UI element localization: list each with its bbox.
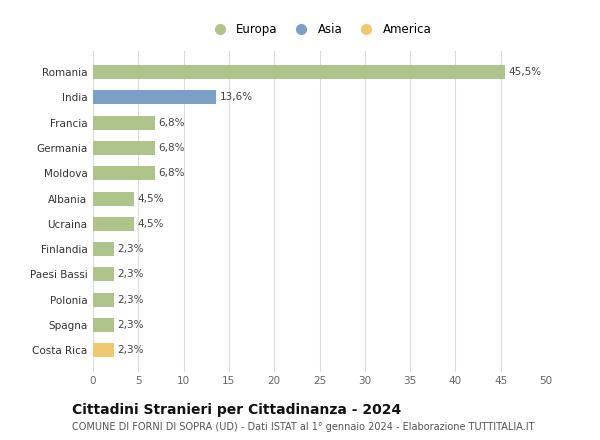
- Text: 13,6%: 13,6%: [220, 92, 253, 103]
- Bar: [93, 91, 216, 104]
- Text: 2,3%: 2,3%: [118, 345, 144, 355]
- Text: 6,8%: 6,8%: [158, 143, 185, 153]
- Bar: [93, 242, 114, 256]
- Text: 4,5%: 4,5%: [137, 219, 164, 229]
- Text: 2,3%: 2,3%: [118, 320, 144, 330]
- Bar: [93, 318, 114, 332]
- Text: 2,3%: 2,3%: [118, 269, 144, 279]
- Bar: [93, 116, 155, 130]
- Legend: Europa, Asia, America: Europa, Asia, America: [203, 18, 436, 40]
- Text: 6,8%: 6,8%: [158, 118, 185, 128]
- Text: 45,5%: 45,5%: [509, 67, 542, 77]
- Bar: [93, 217, 134, 231]
- Text: 2,3%: 2,3%: [118, 244, 144, 254]
- Text: Cittadini Stranieri per Cittadinanza - 2024: Cittadini Stranieri per Cittadinanza - 2…: [72, 403, 401, 417]
- Text: 4,5%: 4,5%: [137, 194, 164, 204]
- Text: 2,3%: 2,3%: [118, 295, 144, 304]
- Bar: [93, 343, 114, 357]
- Bar: [93, 141, 155, 155]
- Bar: [93, 293, 114, 307]
- Text: 6,8%: 6,8%: [158, 168, 185, 178]
- Bar: [93, 166, 155, 180]
- Bar: [93, 65, 505, 79]
- Text: COMUNE DI FORNI DI SOPRA (UD) - Dati ISTAT al 1° gennaio 2024 - Elaborazione TUT: COMUNE DI FORNI DI SOPRA (UD) - Dati IST…: [72, 422, 535, 432]
- Bar: [93, 191, 134, 205]
- Bar: [93, 268, 114, 281]
